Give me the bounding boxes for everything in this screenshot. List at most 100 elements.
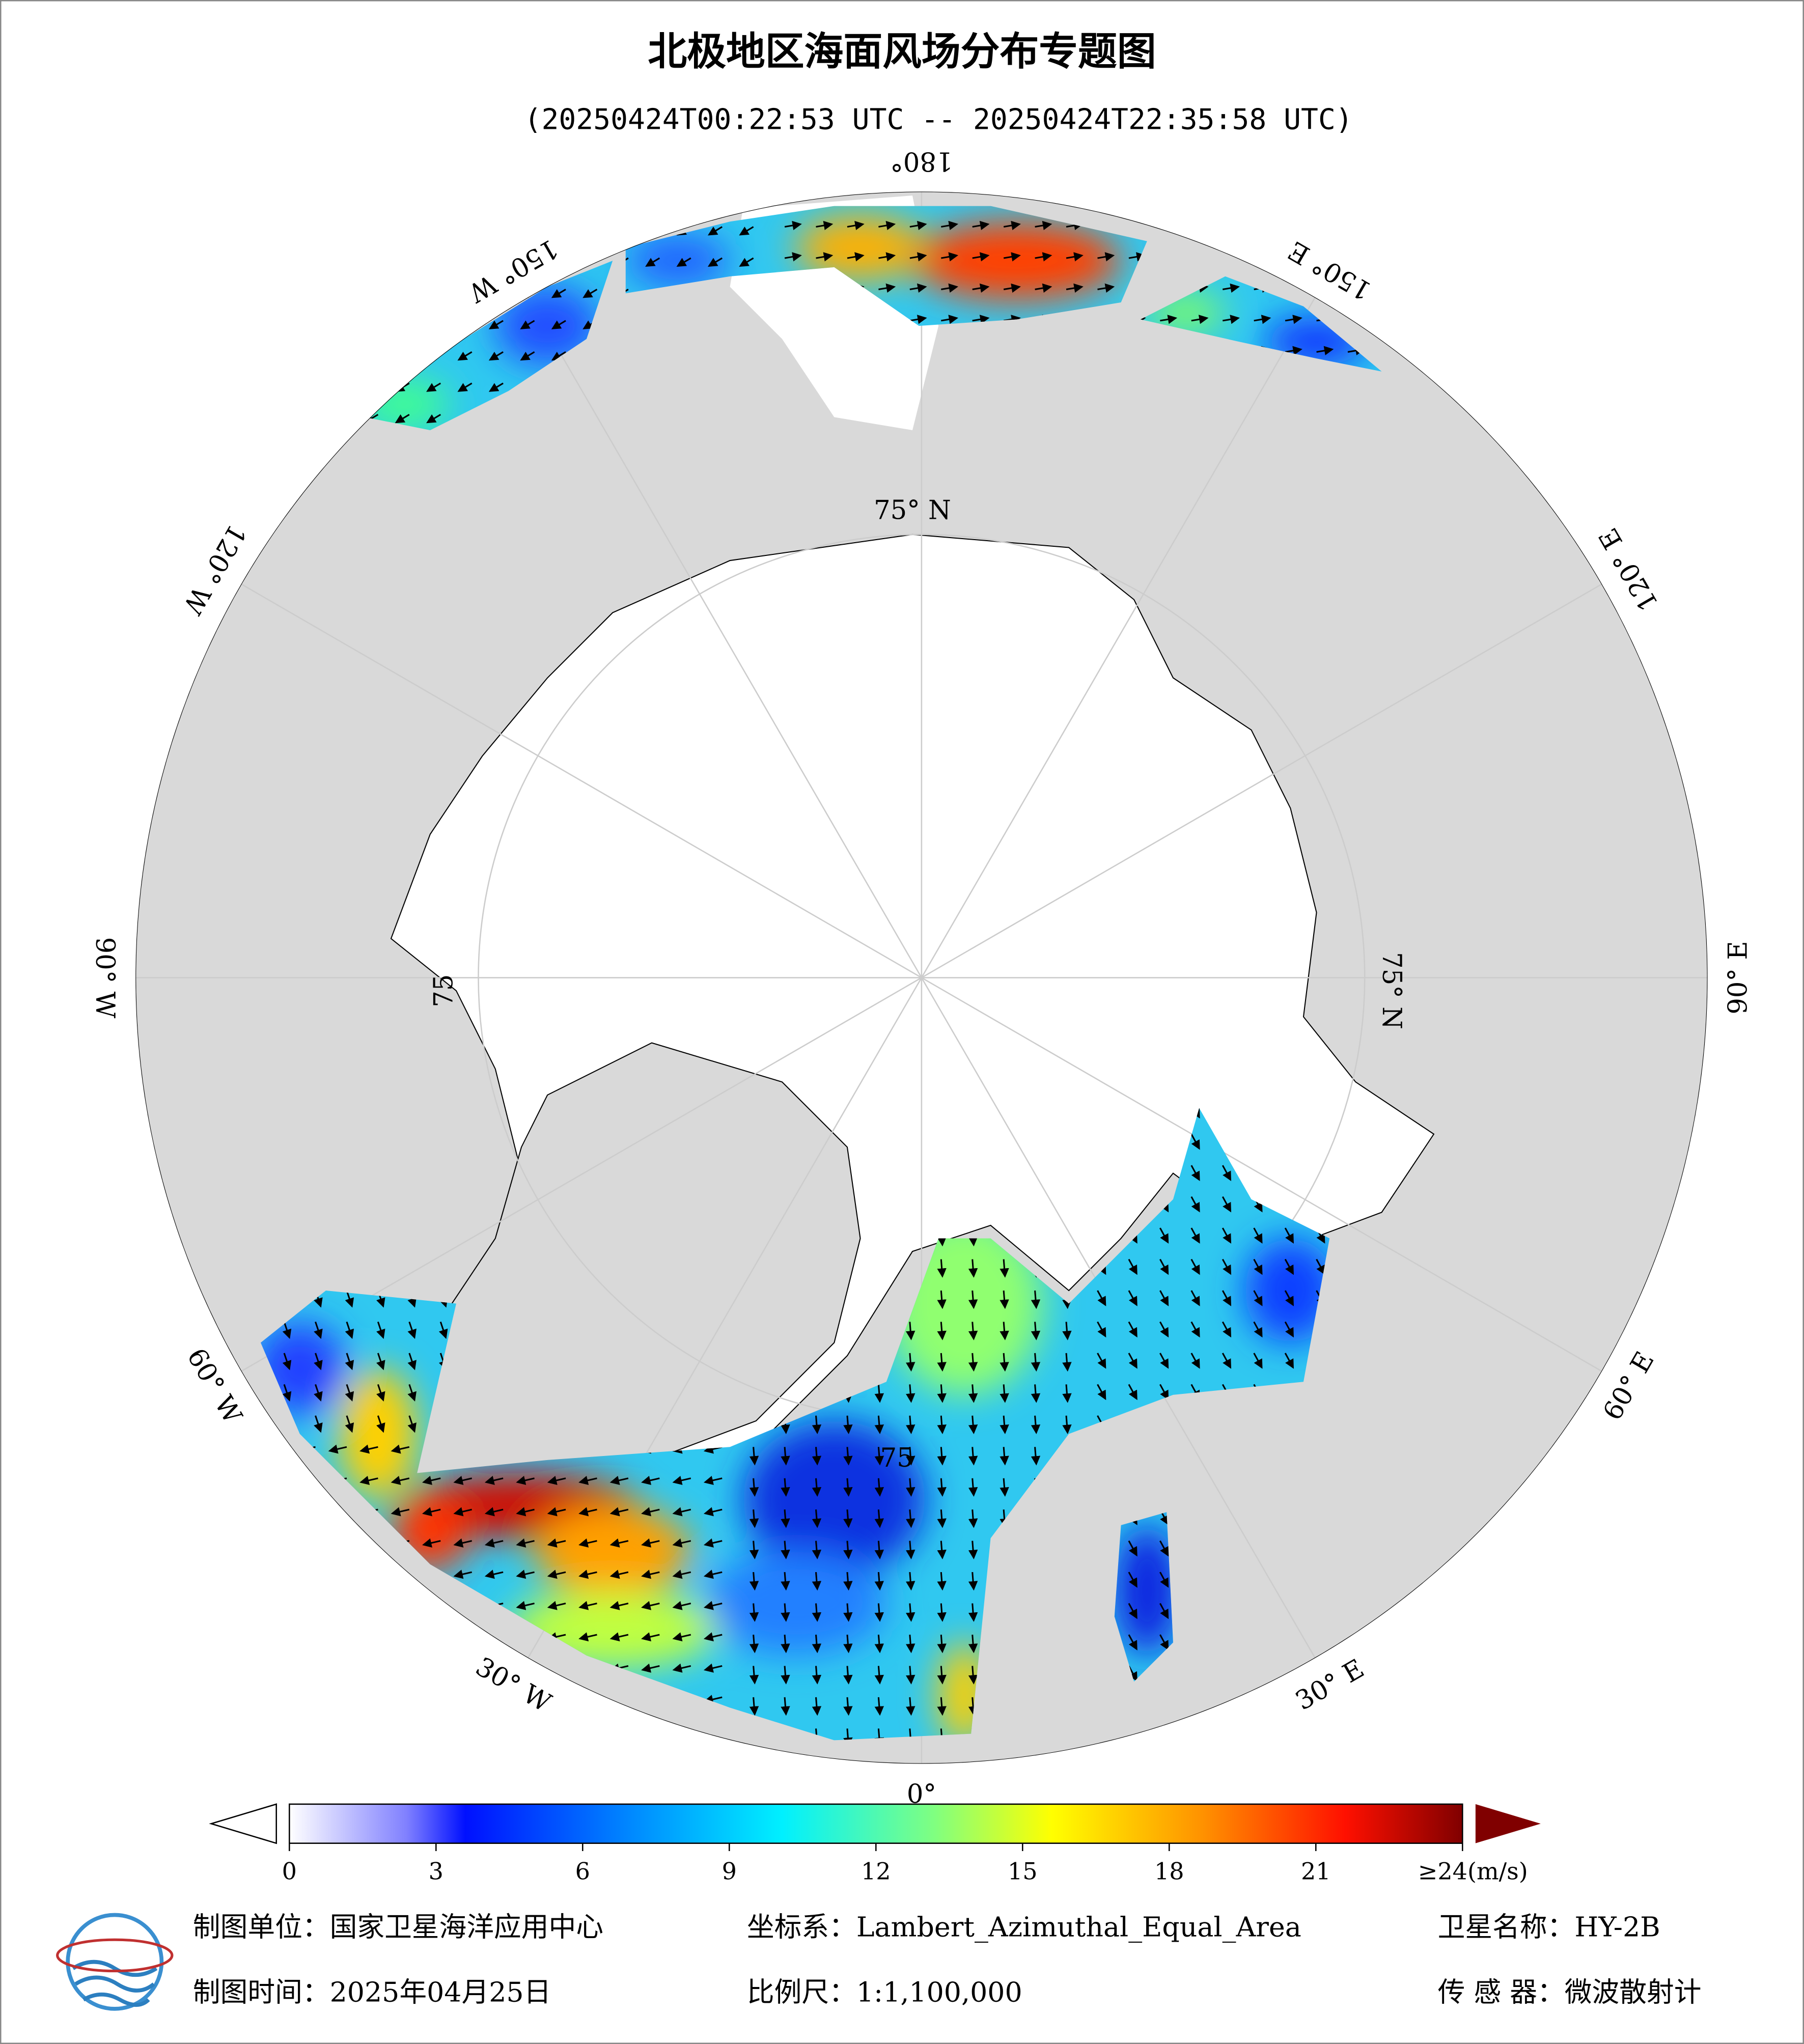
wind-arrow	[906, 1447, 915, 1466]
wind-arrow	[520, 320, 535, 329]
wind-arrow	[1222, 1196, 1232, 1213]
wind-arrow	[1128, 1540, 1137, 1557]
wind-arrow	[968, 1478, 978, 1497]
wind-arrow	[707, 257, 723, 267]
wind-arrow	[422, 1538, 441, 1548]
wind-arrow	[749, 1603, 759, 1622]
wind-arrow	[422, 1507, 441, 1517]
wind-arrow	[937, 1697, 947, 1716]
wind-arrow	[1222, 1165, 1232, 1182]
wind-arrow	[812, 1697, 822, 1716]
wind-arrow	[874, 1384, 884, 1403]
wind-arrow	[843, 1697, 853, 1716]
wind-arrow	[874, 1415, 884, 1435]
wind-arrow	[1035, 252, 1052, 262]
wind-arrow	[739, 257, 754, 267]
map-area	[135, 191, 1708, 1764]
colorbar: 0 3 6 9 12 15 18 21 ≥24(m/s)	[209, 1803, 1541, 1885]
wind-arrow	[1190, 1258, 1200, 1275]
wind-arrow	[703, 1601, 723, 1610]
wind-arrow	[968, 1572, 978, 1591]
wind-arrow	[407, 1321, 417, 1339]
wind-arrow	[972, 315, 990, 324]
wind-arrow	[547, 1538, 566, 1548]
logo	[56, 1913, 174, 2011]
wind-arrow	[1031, 1384, 1041, 1403]
wind-arrow	[968, 1509, 978, 1528]
wind-arrow	[345, 1321, 354, 1339]
wind-arrow	[1190, 1133, 1200, 1150]
wind-arrow	[1285, 346, 1302, 355]
wind-arrow	[314, 1353, 323, 1370]
colorbar-tick-label: 0	[282, 1858, 297, 1885]
wind-arrow	[1128, 1572, 1137, 1588]
wind-arrow	[578, 1570, 597, 1579]
wind-arrow	[1222, 1290, 1232, 1306]
wind-arrow	[609, 1538, 629, 1548]
wind-arrow	[937, 1290, 947, 1309]
wind-arrow	[391, 1507, 410, 1517]
wind-arrow	[578, 1507, 597, 1517]
subtitle: (20250424T00:22:53 UTC -- 20250424T22:35…	[524, 103, 1353, 136]
wind-arrow	[1097, 1384, 1106, 1401]
wind-arrow	[812, 1572, 822, 1591]
wind-arrow	[1062, 1322, 1072, 1340]
wind-arrow	[1000, 1415, 1009, 1435]
wind-arrow	[457, 382, 473, 392]
wind-arrow	[1066, 283, 1084, 293]
wind-arrow	[578, 1632, 597, 1642]
wind-arrow	[1190, 1353, 1200, 1369]
wind-arrow	[376, 1384, 385, 1402]
wind-arrow	[609, 1507, 629, 1517]
wind-arrow	[488, 351, 504, 361]
wind-arrow	[1128, 1384, 1137, 1401]
wind-arrow	[1190, 1196, 1200, 1213]
wind-arrow	[457, 351, 473, 361]
wind-arrow	[1000, 1322, 1009, 1340]
wind-arrow	[1159, 1603, 1169, 1619]
wind-arrow	[1128, 1321, 1137, 1338]
wind-arrow	[941, 283, 959, 293]
wind-arrow	[1097, 1353, 1106, 1369]
wind-arrow	[968, 1259, 978, 1278]
wind-arrow	[1284, 1353, 1294, 1369]
wind-arrow	[516, 1475, 535, 1485]
wind-arrow	[1031, 1322, 1041, 1340]
wind-arrow	[749, 1572, 759, 1591]
latitude-label: 75° N	[874, 495, 951, 525]
wind-arrow	[453, 1570, 473, 1579]
wind-arrow	[582, 289, 598, 298]
wind-arrow	[812, 1509, 822, 1528]
wind-arrow	[1000, 1384, 1009, 1403]
wind-arrow	[345, 1415, 354, 1433]
wind-arrow	[843, 1572, 853, 1591]
wind-arrow	[1190, 1321, 1200, 1338]
wind-arrow	[547, 1475, 566, 1485]
wind-arrow	[453, 1507, 473, 1517]
wind-arrow	[516, 1570, 535, 1579]
wind-arrow	[703, 1475, 723, 1485]
wind-arrow	[909, 283, 927, 293]
wind-arrow	[345, 1384, 354, 1402]
wind-arrow	[906, 1353, 915, 1372]
wind-arrow	[1128, 1634, 1137, 1650]
wind-arrow	[672, 1507, 691, 1517]
wind-arrow	[282, 1384, 292, 1402]
wind-arrow	[422, 1475, 441, 1485]
wind-arrow	[937, 1447, 947, 1466]
wind-arrow	[1062, 1415, 1072, 1435]
wind-arrow	[1284, 1227, 1294, 1244]
wind-arrow	[941, 315, 959, 324]
wind-arrow	[739, 226, 754, 236]
wind-arrow	[1159, 1290, 1169, 1306]
meridian-label: 90° E	[1723, 941, 1754, 1014]
wind-arrow	[749, 1478, 759, 1497]
colorbar-body	[289, 1803, 1463, 1844]
wind-arrow	[906, 1415, 915, 1435]
wind-arrow	[847, 252, 865, 262]
wind-arrow	[1159, 1634, 1169, 1650]
footer-item: 制图时间：2025年04月25日	[193, 1976, 551, 2008]
wind-arrow	[878, 220, 896, 231]
